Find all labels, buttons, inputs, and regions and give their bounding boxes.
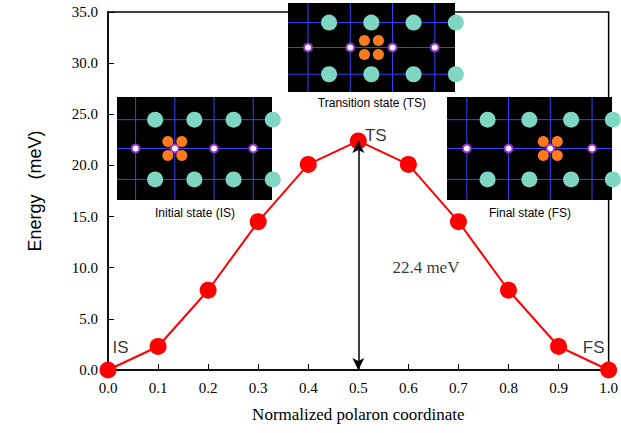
svg-text:10.0: 10.0	[72, 260, 98, 276]
svg-text:Normalized polaron coordinate: Normalized polaron coordinate	[252, 405, 464, 424]
svg-text:0.8: 0.8	[499, 380, 518, 396]
svg-text:0.3: 0.3	[249, 380, 268, 396]
svg-text:0.9: 0.9	[549, 380, 568, 396]
svg-text:Transition state (TS): Transition state (TS)	[318, 96, 426, 110]
svg-text:Energy (meV): Energy (meV)	[25, 130, 45, 251]
svg-text:0.0: 0.0	[99, 380, 118, 396]
svg-text:0.2: 0.2	[199, 380, 218, 396]
svg-text:0.7: 0.7	[449, 380, 468, 396]
svg-text:1.0: 1.0	[599, 380, 618, 396]
svg-text:25.0: 25.0	[72, 106, 98, 122]
svg-text:TS: TS	[365, 126, 387, 145]
svg-text:5.0: 5.0	[79, 311, 98, 327]
svg-text:IS: IS	[112, 338, 128, 357]
svg-text:0.0: 0.0	[79, 362, 98, 378]
svg-text:22.4 meV: 22.4 meV	[392, 258, 460, 277]
svg-text:Initial state (IS): Initial state (IS)	[155, 206, 235, 220]
svg-text:0.6: 0.6	[399, 380, 418, 396]
svg-text:20.0: 20.0	[72, 157, 98, 173]
svg-text:0.4: 0.4	[299, 380, 318, 396]
svg-text:FS: FS	[583, 338, 605, 357]
svg-text:0.1: 0.1	[149, 380, 168, 396]
svg-text:15.0: 15.0	[72, 209, 98, 225]
svg-text:Final state (FS): Final state (FS)	[489, 206, 571, 220]
svg-text:30.0: 30.0	[72, 55, 98, 71]
svg-text:0.5: 0.5	[349, 380, 368, 396]
svg-text:35.0: 35.0	[72, 4, 98, 20]
